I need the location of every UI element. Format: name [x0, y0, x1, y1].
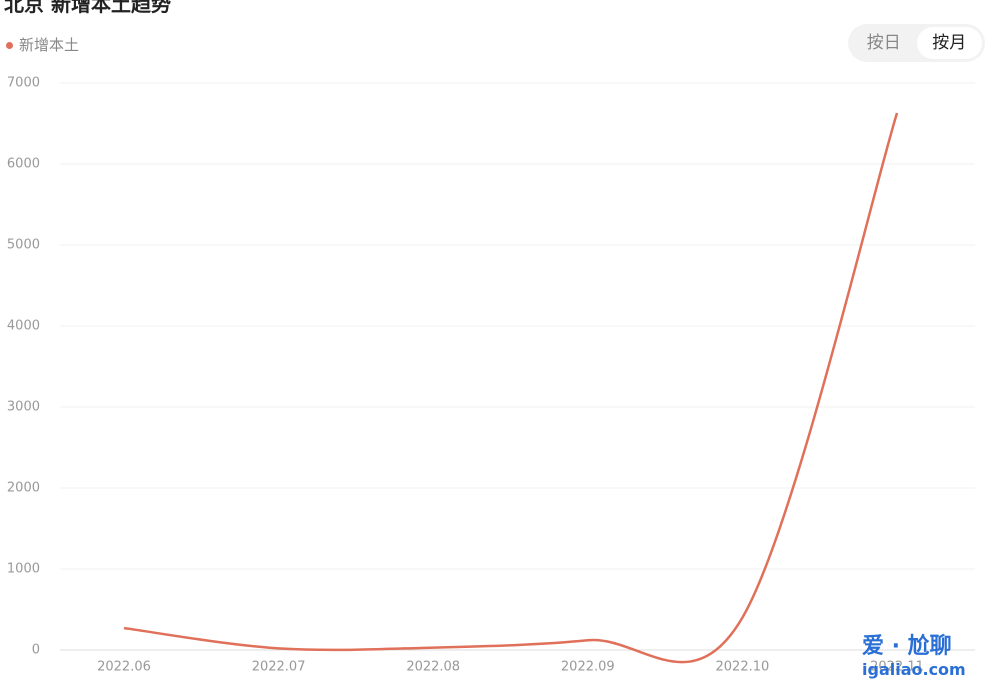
line — [123, 112, 899, 664]
watermark-name: 爱 · 尬聊 — [862, 634, 952, 659]
y-tick-label: 5000 — [7, 238, 40, 253]
watermark: 爱 · 尬聊 igaliao.com — [862, 628, 966, 679]
x-tick-label: 2022.07 — [252, 660, 306, 675]
legend-label: 新增本土 — [19, 36, 80, 54]
toggle-option[interactable]: 按月 — [916, 27, 982, 59]
y-tick-label: 3000 — [7, 400, 40, 415]
x-tick-label: 2022.10 — [716, 660, 770, 675]
x-tick-label: 2022.08 — [406, 660, 460, 675]
y-tick-label: 4000 — [7, 319, 40, 334]
watermark-url: igaliao.com — [862, 660, 966, 679]
y-tick-label: 0 — [32, 643, 40, 658]
legend: 新增本土 — [6, 34, 79, 55]
toggle: 按日 按月 — [848, 24, 985, 62]
y-tick-label: 1000 — [7, 562, 40, 577]
x-tick-label: 2022.11 — [870, 660, 924, 675]
x-tick-label: 2022.06 — [97, 660, 151, 675]
y-tick-label: 2000 — [7, 481, 40, 496]
y-tick-label: 7000 — [7, 76, 40, 91]
y-tick-label: 6000 — [7, 157, 40, 172]
legend-dot — [6, 42, 13, 49]
toggle-option[interactable]: 按日 — [866, 33, 901, 53]
x-tick-label: 2022.09 — [561, 660, 615, 675]
chart-title: 北京 新增本土趋势 — [4, 0, 171, 16]
